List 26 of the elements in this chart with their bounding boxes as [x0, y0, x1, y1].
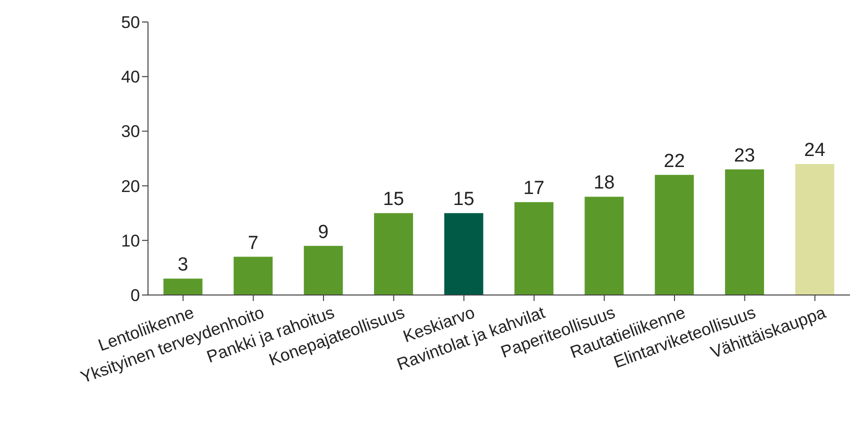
- bar: [163, 278, 202, 295]
- data-label: 24: [804, 140, 826, 161]
- bar: [514, 202, 554, 295]
- data-label: 9: [318, 222, 329, 243]
- data-label: 22: [664, 150, 685, 172]
- y-tick-label: 40: [121, 68, 140, 87]
- bar: [725, 169, 764, 295]
- data-label: 15: [453, 189, 474, 210]
- y-tick-label: 0: [130, 286, 140, 306]
- bar: [584, 196, 624, 295]
- data-label: 15: [382, 189, 404, 210]
- data-label: 7: [248, 232, 258, 254]
- y-tick-label: 10: [121, 231, 140, 250]
- y-tick-label: 50: [121, 13, 140, 32]
- y-tick-label: 30: [121, 122, 140, 142]
- bar: [304, 246, 343, 295]
- bar: [654, 174, 694, 295]
- y-tick-label: 20: [121, 176, 140, 196]
- bar: [234, 256, 273, 295]
- bar: [444, 213, 484, 295]
- bar: [374, 213, 414, 295]
- data-label: 18: [594, 172, 615, 194]
- bar: [795, 164, 834, 295]
- data-label: 3: [178, 254, 188, 276]
- data-label: 17: [523, 178, 545, 200]
- data-label: 23: [734, 145, 756, 166]
